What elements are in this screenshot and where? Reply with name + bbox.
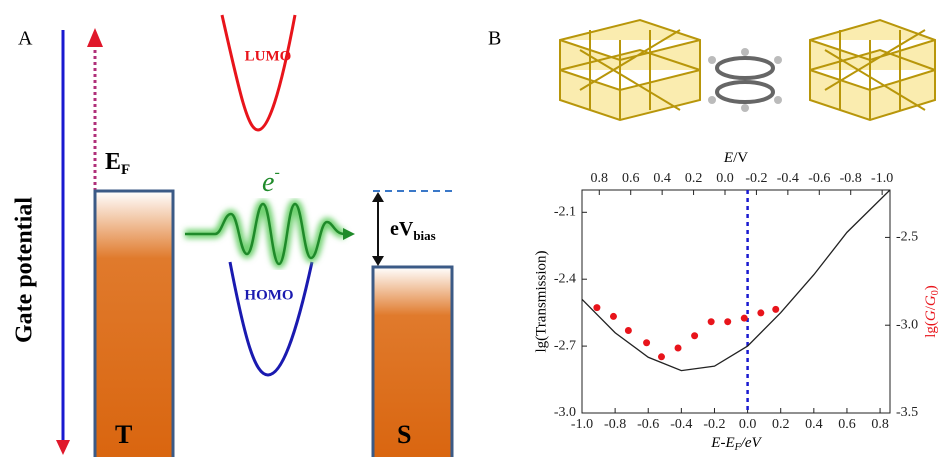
arrow-head — [372, 192, 384, 202]
bias-label: eVbias — [390, 218, 436, 243]
x-tick-label: 0.6 — [838, 417, 856, 432]
data-point — [741, 315, 748, 322]
x-axis-label: E-EF/eV — [710, 435, 762, 453]
x2-tick-label: 0.8 — [591, 171, 609, 186]
data-point — [675, 345, 682, 352]
label-part: ) — [923, 285, 939, 290]
label-part: G — [923, 295, 939, 306]
axis-label: Gate potential — [12, 197, 38, 343]
x2-tick-label: -0.2 — [745, 171, 767, 186]
panel-label: A — [18, 28, 33, 50]
data-point — [643, 339, 650, 346]
label-part: E — [723, 150, 733, 166]
x-tick-label: 0.8 — [871, 417, 889, 432]
label-part: G — [923, 310, 939, 321]
x2-tick-label: -0.4 — [777, 171, 799, 186]
label-part: lg( — [923, 321, 939, 338]
electrode — [373, 267, 452, 457]
molecular-junction — [560, 20, 935, 120]
fermi-label: EF — [105, 149, 130, 179]
data-point — [724, 318, 731, 325]
x2-axis-label: E/V — [723, 150, 748, 166]
x-tick-label: 0.4 — [805, 417, 823, 432]
x2-tick-label: 0.6 — [622, 171, 640, 186]
y2-tick-label: -3.0 — [896, 317, 918, 332]
y-axis-label: lg(Transmission) — [533, 251, 549, 353]
y2-tick-label: -3.5 — [896, 405, 918, 420]
arrow-head — [87, 28, 103, 47]
homo-label: HOMO — [244, 287, 293, 303]
data-point — [625, 327, 632, 334]
label-part: E-E — [710, 435, 734, 451]
electrode-label: T — [115, 420, 132, 449]
figure: A Gate potential T S EF LUMO HOMO e- eVb… — [0, 0, 943, 457]
y2-tick-label: -2.5 — [896, 230, 918, 245]
label-part: /eV — [740, 435, 763, 451]
x-tick-label: -0.6 — [637, 417, 659, 432]
x-tick-label: 0.2 — [772, 417, 790, 432]
x2-tick-label: -1.0 — [871, 171, 893, 186]
electron-wave — [185, 204, 355, 264]
x-tick-label: 0.0 — [739, 417, 757, 432]
x-tick-label: -0.2 — [703, 417, 725, 432]
label-part: /V — [733, 150, 748, 166]
electrode-label: S — [397, 420, 411, 449]
x2-tick-label: 0.4 — [653, 171, 671, 186]
data-point — [757, 309, 764, 316]
y-tick-label: -2.4 — [554, 271, 576, 286]
data-point — [708, 318, 715, 325]
plot-frame — [582, 190, 890, 413]
y-tick-label: -2.7 — [554, 338, 576, 353]
x-tick-label: -0.8 — [604, 417, 626, 432]
data-point — [610, 313, 617, 320]
electrode — [95, 191, 173, 457]
curve — [582, 190, 890, 371]
data-point — [691, 332, 698, 339]
data-point — [772, 306, 779, 313]
y2-axis-label: lg(G/G0) — [923, 285, 941, 338]
x2-tick-label: -0.8 — [840, 171, 862, 186]
x-tick-label: -0.4 — [670, 417, 692, 432]
x2-tick-label: 0.2 — [685, 171, 703, 186]
data-point — [658, 353, 665, 360]
y-tick-label: -3.0 — [554, 405, 576, 420]
panel-label: B — [488, 28, 501, 50]
lumo-curve — [222, 15, 295, 130]
data-point — [593, 304, 600, 311]
x2-tick-label: -0.6 — [808, 171, 830, 186]
lumo-label: LUMO — [245, 48, 292, 64]
arrow-head — [56, 440, 70, 455]
electron-label: e- — [262, 164, 280, 199]
homo-curve — [230, 262, 312, 375]
x2-tick-label: 0.0 — [716, 171, 734, 186]
y-tick-label: -2.1 — [554, 205, 576, 220]
arrow-head — [372, 256, 384, 266]
